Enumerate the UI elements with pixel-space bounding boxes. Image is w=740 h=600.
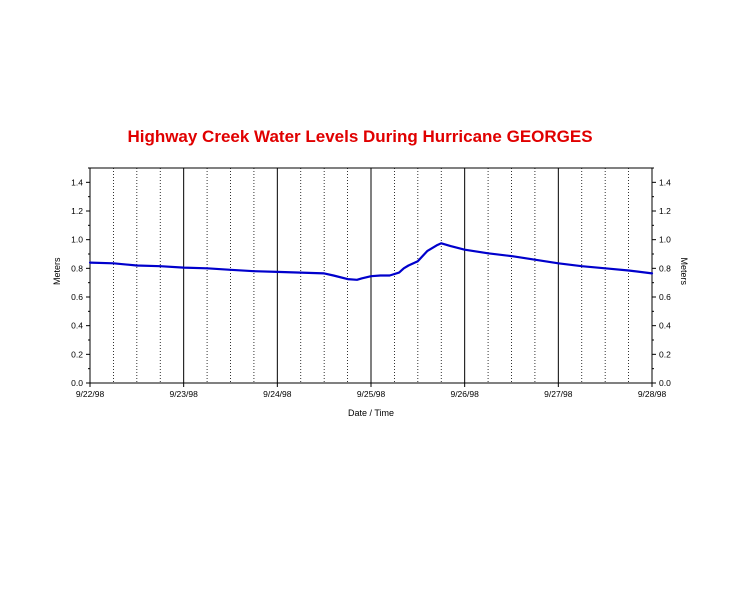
y-tick-label-right: 0.8 bbox=[659, 263, 671, 273]
y-tick-label-left: 0.4 bbox=[71, 321, 83, 331]
x-tick-label: 9/24/98 bbox=[263, 389, 292, 399]
y-tick-label-right: 0.4 bbox=[659, 321, 671, 331]
x-tick-label: 9/23/98 bbox=[169, 389, 198, 399]
x-tick-label: 9/25/98 bbox=[357, 389, 386, 399]
x-axis-label: Date / Time bbox=[348, 408, 394, 418]
y-tick-label-left: 1.2 bbox=[71, 206, 83, 216]
y-tick-label-right: 1.2 bbox=[659, 206, 671, 216]
y-tick-label-left: 0.2 bbox=[71, 349, 83, 359]
y-tick-label-left: 1.4 bbox=[71, 177, 83, 187]
x-tick-label: 9/27/98 bbox=[544, 389, 573, 399]
y-tick-label-left: 1.0 bbox=[71, 235, 83, 245]
y-tick-label-left: 0.0 bbox=[71, 378, 83, 388]
y-tick-label-left: 0.6 bbox=[71, 292, 83, 302]
y-tick-label-right: 0.6 bbox=[659, 292, 671, 302]
y-tick-label-right: 1.0 bbox=[659, 235, 671, 245]
x-tick-label: 9/26/98 bbox=[450, 389, 479, 399]
x-tick-label: 9/28/98 bbox=[638, 389, 667, 399]
y-axis-label-right: Meters bbox=[679, 257, 689, 285]
y-tick-label-right: 1.4 bbox=[659, 177, 671, 187]
y-tick-label-right: 0.0 bbox=[659, 378, 671, 388]
chart-title: Highway Creek Water Levels During Hurric… bbox=[127, 127, 592, 146]
x-tick-label: 9/22/98 bbox=[76, 389, 105, 399]
series-line bbox=[88, 242, 654, 281]
y-axis-label-left: Meters bbox=[52, 257, 62, 285]
y-tick-label-left: 0.8 bbox=[71, 263, 83, 273]
axis-ticks: 0.0 0.0 0.2 0.2 0.4 0.4 0.6 0.6 0.8 0.8 1.0 1.0 1.2 1… bbox=[71, 167, 671, 399]
y-tick-label-right: 0.2 bbox=[659, 349, 671, 359]
series-layer bbox=[88, 242, 654, 281]
